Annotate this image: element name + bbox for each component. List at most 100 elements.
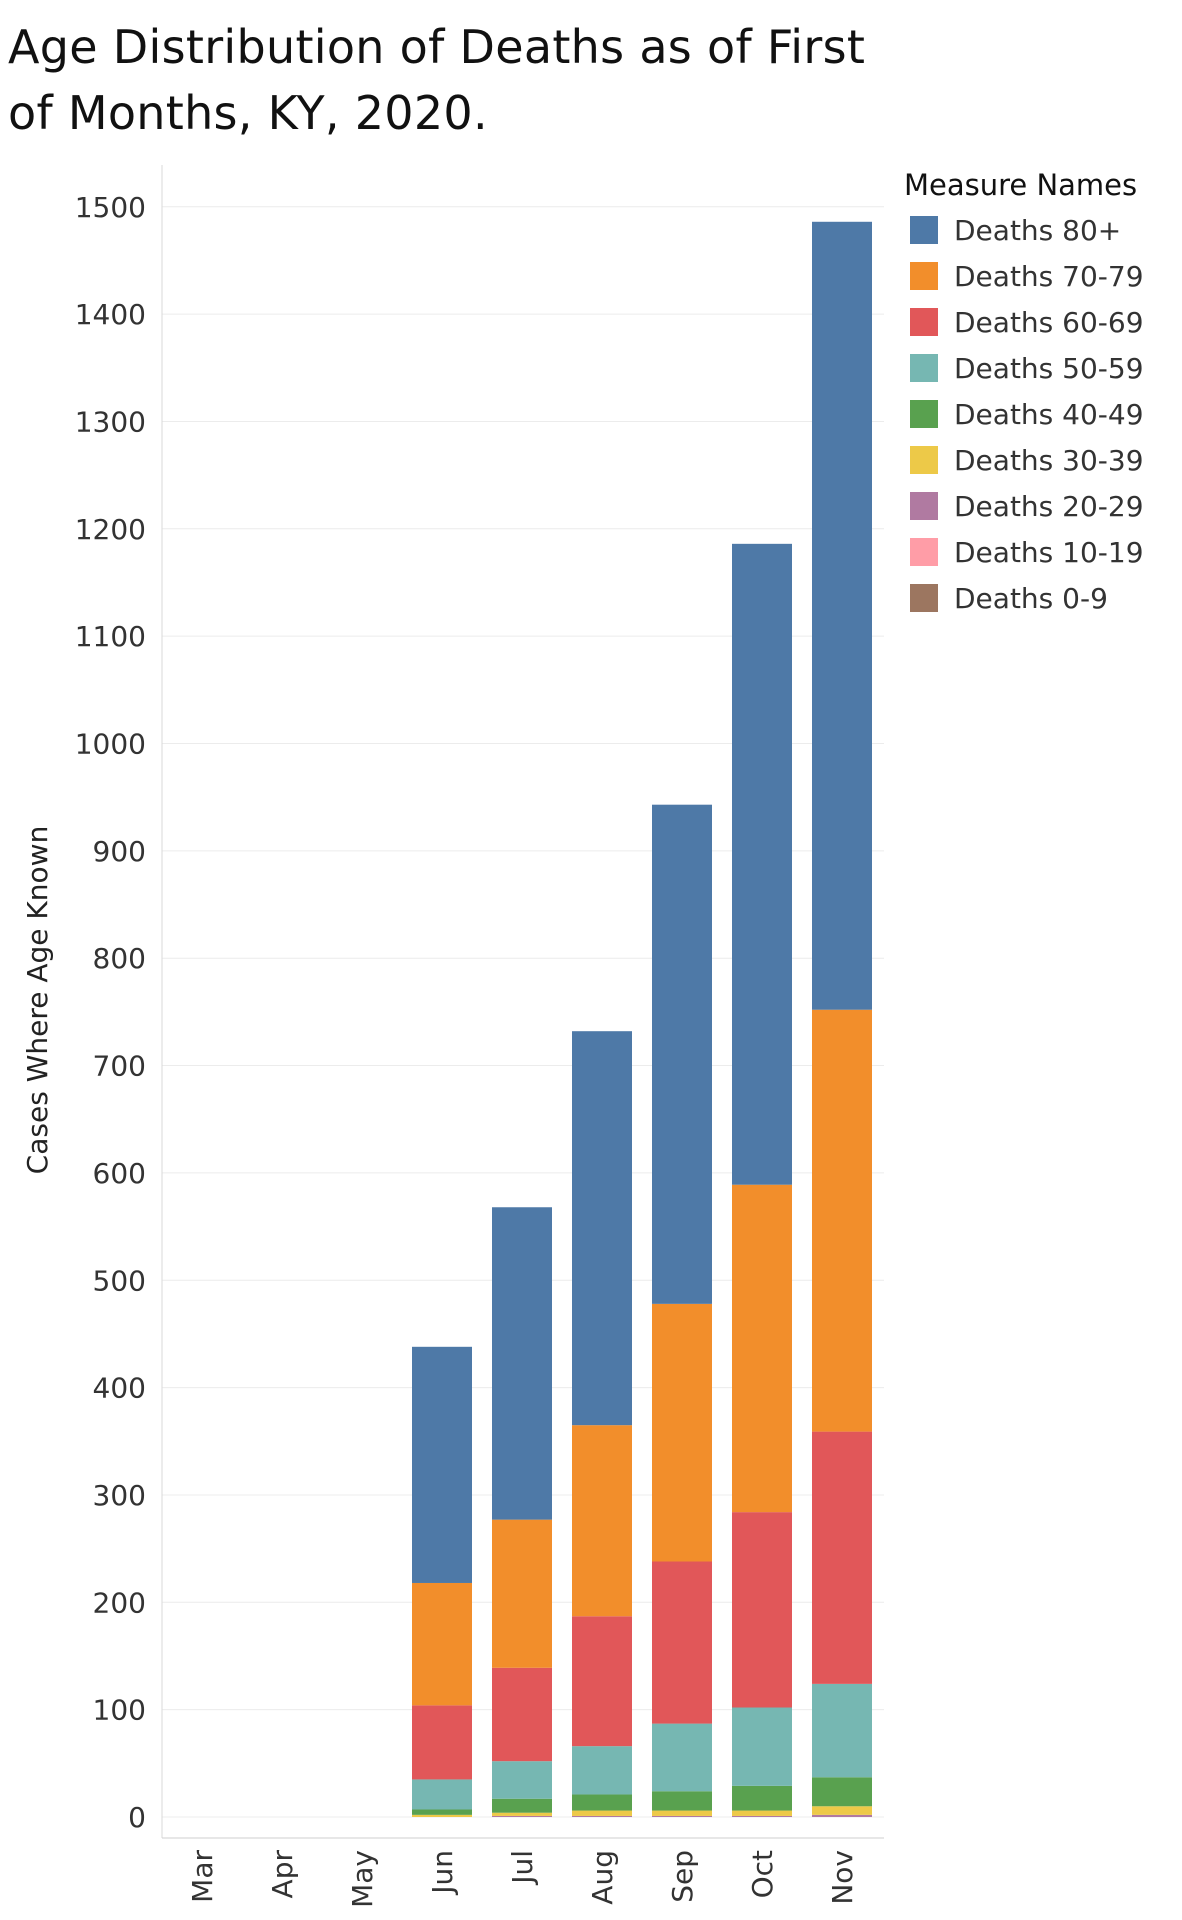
bar-aug-deaths-20-29: Aug — Deaths 20-29: 1	[572, 1815, 632, 1817]
y-tick-label: 700	[93, 1050, 146, 1083]
legend-swatch	[910, 538, 938, 566]
legend-item-deaths-10-19[interactable]: Deaths 10-19	[904, 529, 1174, 575]
bar-oct-deaths-60-69: Oct — Deaths 60-69: 182	[732, 1512, 792, 1708]
x-tick-label-mar: Mar	[186, 1850, 219, 1903]
bar-oct-deaths-50-59: Oct — Deaths 50-59: 73	[732, 1707, 792, 1786]
y-axis-title: Cases Where Age Known	[21, 826, 54, 1175]
legend-swatch	[910, 492, 938, 520]
bar-sep-deaths-70-79: Sep — Deaths 70-79: 240	[652, 1303, 712, 1562]
legend-items: Deaths 80+ Deaths 70-79 Deaths 60-69 Deaths…	[904, 207, 1174, 621]
legend-swatch	[910, 262, 938, 290]
bar-aug-deaths-50-59: Aug — Deaths 50-59: 45	[572, 1746, 632, 1795]
legend-swatch	[910, 584, 938, 612]
x-tick-label-may: May	[346, 1850, 379, 1908]
legend-item-deaths-60-69[interactable]: Deaths 60-69	[904, 299, 1174, 345]
legend-item-deaths-30-39[interactable]: Deaths 30-39	[904, 437, 1174, 483]
legend-swatch	[910, 308, 938, 336]
legend: Measure Names Deaths 80+ Deaths 70-79 Deat…	[904, 168, 1174, 621]
x-tick-label-apr: Apr	[266, 1850, 299, 1899]
bar-oct-deaths-80: Oct — Deaths 80+: 597	[732, 543, 792, 1185]
y-tick-label: 1200	[75, 513, 146, 546]
legend-label: Deaths 40-49	[954, 397, 1144, 431]
y-tick-label: 200	[93, 1586, 146, 1619]
legend-label: Deaths 80+	[954, 213, 1122, 247]
legend-label: Deaths 30-39	[954, 443, 1144, 477]
bar-nov-deaths-80: Nov — Deaths 80+: 734	[812, 221, 872, 1010]
y-tick-label: 500	[93, 1264, 146, 1297]
bar-jun-deaths-80: Jun — Deaths 80+: 220	[412, 1346, 472, 1583]
bar-oct-deaths-30-39: Oct — Deaths 30-39: 5	[732, 1810, 792, 1816]
bar-nov-deaths-40-49: Nov — Deaths 40-49: 27	[812, 1777, 872, 1807]
bar-nov-deaths-20-29: Nov — Deaths 20-29: 2	[812, 1814, 872, 1817]
bar-aug-deaths-80: Aug — Deaths 80+: 367	[572, 1031, 632, 1426]
legend-item-deaths-50-59[interactable]: Deaths 50-59	[904, 345, 1174, 391]
bar-aug-deaths-40-49: Aug — Deaths 40-49: 15	[572, 1794, 632, 1811]
bar-oct-deaths-40-49: Oct — Deaths 40-49: 23	[732, 1785, 792, 1811]
stacked-bar-chart: Jun — Deaths 30-39: 2Jun — Deaths 40-49:…	[21, 165, 884, 1908]
y-tick-label: 900	[93, 835, 146, 868]
bar-oct-deaths-70-79: Oct — Deaths 70-79: 305	[732, 1184, 792, 1513]
legend-item-deaths-0-9[interactable]: Deaths 0-9	[904, 575, 1174, 621]
y-tick-label: 1500	[75, 191, 146, 224]
y-tick-label: 1400	[75, 298, 146, 331]
bar-nov-deaths-50-59: Nov — Deaths 50-59: 87	[812, 1683, 872, 1778]
bar-jul-deaths-30-39: Jul — Deaths 30-39: 3	[492, 1812, 552, 1816]
legend-label: Deaths 0-9	[954, 581, 1108, 615]
bar-nov-deaths-70-79: Nov — Deaths 70-79: 393	[812, 1009, 872, 1432]
x-tick-label-sep: Sep	[666, 1850, 699, 1903]
legend-swatch	[910, 446, 938, 474]
legend-item-deaths-20-29[interactable]: Deaths 20-29	[904, 483, 1174, 529]
bar-jun-deaths-70-79: Jun — Deaths 70-79: 114	[412, 1582, 472, 1706]
legend-swatch	[910, 354, 938, 382]
y-tick-label: 800	[93, 942, 146, 975]
legend-swatch	[910, 216, 938, 244]
legend-label: Deaths 70-79	[954, 259, 1144, 293]
legend-label: Deaths 50-59	[954, 351, 1144, 385]
bar-jul-deaths-70-79: Jul — Deaths 70-79: 138	[492, 1519, 552, 1668]
x-tick-label-oct: Oct	[746, 1850, 779, 1898]
legend-item-deaths-70-79[interactable]: Deaths 70-79	[904, 253, 1174, 299]
bar-nov-deaths-30-39: Nov — Deaths 30-39: 8	[812, 1806, 872, 1815]
legend-label: Deaths 20-29	[954, 489, 1144, 523]
y-tick-label: 0	[128, 1801, 146, 1834]
y-tick-label: 1300	[75, 405, 146, 438]
bar-sep-deaths-50-59: Sep — Deaths 50-59: 63	[652, 1723, 712, 1792]
legend-label: Deaths 60-69	[954, 305, 1144, 339]
legend-label: Deaths 10-19	[954, 535, 1144, 569]
y-tick-label: 1000	[75, 728, 146, 761]
legend-item-deaths-40-49[interactable]: Deaths 40-49	[904, 391, 1174, 437]
y-tick-label: 300	[93, 1479, 146, 1512]
x-tick-label-nov: Nov	[826, 1850, 859, 1905]
y-tick-label: 1100	[75, 620, 146, 653]
bar-aug-deaths-30-39: Aug — Deaths 30-39: 5	[572, 1810, 632, 1816]
legend-item-deaths-80[interactable]: Deaths 80+	[904, 207, 1174, 253]
bar-jun-deaths-50-59: Jun — Deaths 50-59: 28	[412, 1779, 472, 1810]
bar-oct-deaths-20-29: Oct — Deaths 20-29: 1	[732, 1815, 792, 1817]
legend-title: Measure Names	[904, 168, 1138, 202]
bar-sep-deaths-80: Sep — Deaths 80+: 465	[652, 804, 712, 1304]
bar-jul-deaths-40-49: Jul — Deaths 40-49: 13	[492, 1798, 552, 1813]
x-tick-label-jun: Jun	[426, 1850, 459, 1896]
bar-aug-deaths-70-79: Aug — Deaths 70-79: 178	[572, 1425, 632, 1617]
bar-jun-deaths-40-49: Jun — Deaths 40-49: 5	[412, 1809, 472, 1815]
bars: Jun — Deaths 30-39: 2Jun — Deaths 40-49:…	[412, 221, 872, 1817]
bar-sep-deaths-30-39: Sep — Deaths 30-39: 5	[652, 1810, 712, 1816]
y-tick-label: 600	[93, 1157, 146, 1190]
x-tick-label-aug: Aug	[586, 1850, 619, 1905]
y-tick-label: 100	[93, 1694, 146, 1727]
axes: 0 100 200 300 400 500 600 700 800 900 1000 1100 1200…	[21, 165, 884, 1908]
bar-jul-deaths-60-69: Jul — Deaths 60-69: 87	[492, 1667, 552, 1762]
y-tick-label: 400	[93, 1372, 146, 1405]
bar-sep-deaths-60-69: Sep — Deaths 60-69: 151	[652, 1561, 712, 1724]
chart-title: Age Distribution of Deaths as of First o…	[8, 20, 866, 140]
legend-swatch	[910, 400, 938, 428]
bar-jul-deaths-20-29: Jul — Deaths 20-29: 1	[492, 1815, 552, 1817]
bar-jun-deaths-30-39: Jun — Deaths 30-39: 2	[412, 1814, 472, 1817]
bar-aug-deaths-60-69: Aug — Deaths 60-69: 121	[572, 1616, 632, 1747]
bar-sep-deaths-20-29: Sep — Deaths 20-29: 1	[652, 1815, 712, 1817]
bar-jul-deaths-80: Jul — Deaths 80+: 291	[492, 1207, 552, 1520]
x-tick-label-jul: Jul	[506, 1850, 539, 1886]
bar-sep-deaths-40-49: Sep — Deaths 40-49: 18	[652, 1791, 712, 1811]
bar-nov-deaths-60-69: Nov — Deaths 60-69: 235	[812, 1431, 872, 1684]
bar-jun-deaths-60-69: Jun — Deaths 60-69: 69	[412, 1705, 472, 1780]
